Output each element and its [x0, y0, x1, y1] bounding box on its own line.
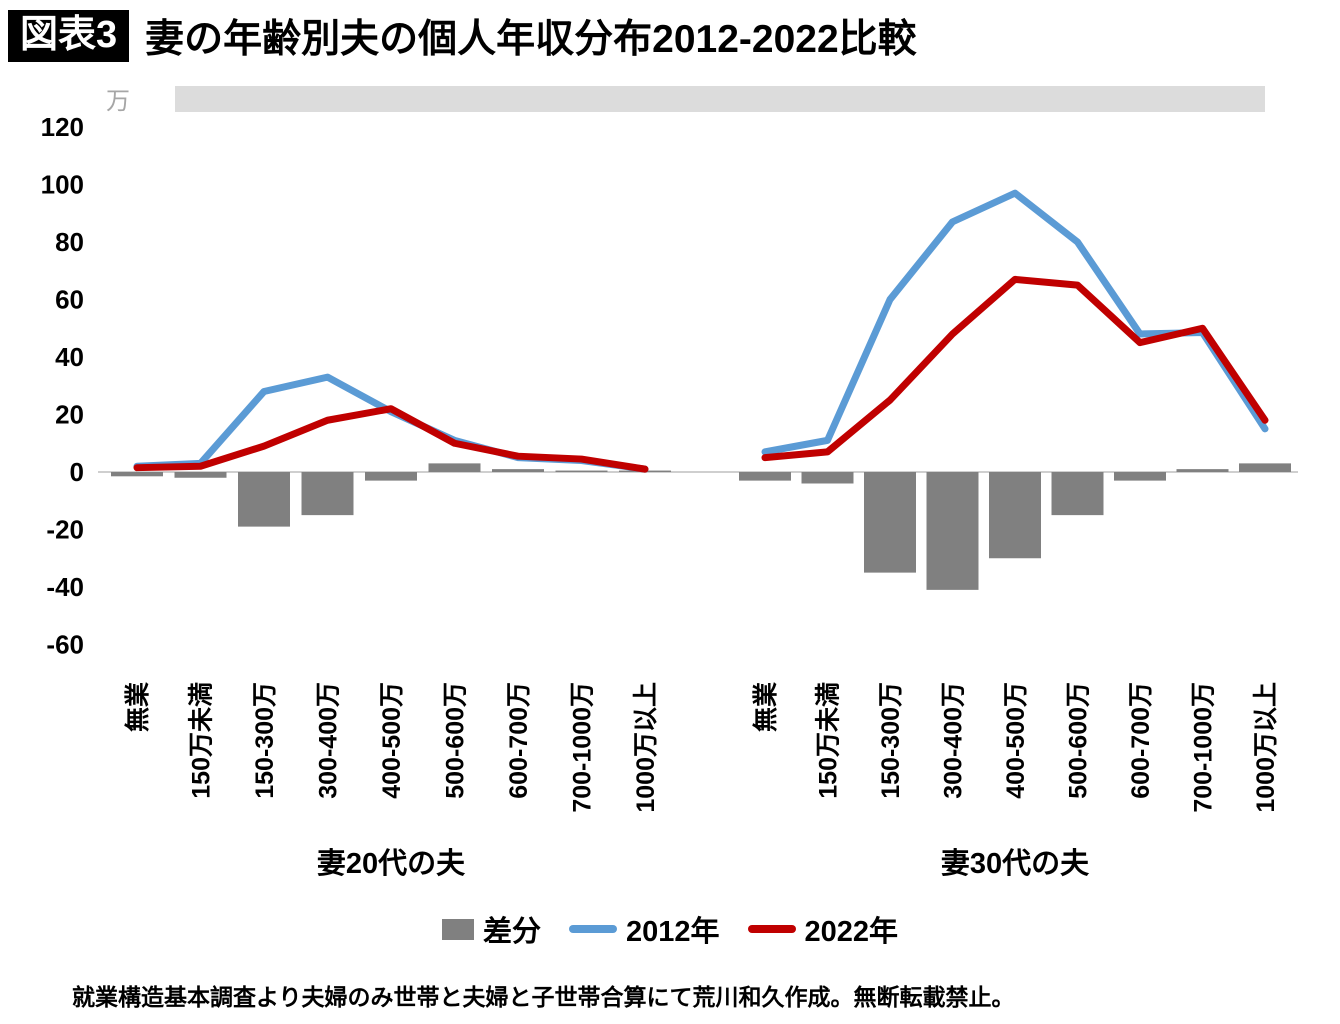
chart-header: 図表3 妻の年齢別夫の個人年収分布2012-2022比較	[8, 8, 917, 64]
diff-bar	[301, 472, 354, 516]
x-category-label: 無業	[123, 682, 152, 732]
line-y2022	[761, 275, 1269, 462]
x-category-label: 400-500万	[378, 682, 406, 799]
diff-bar	[492, 469, 544, 472]
y-tick-label: 20	[55, 400, 84, 430]
diff-bar	[365, 472, 417, 481]
x-category-label: 600-700万	[1127, 682, 1155, 799]
y-tick-label: 0	[70, 457, 84, 487]
x-category-label: 700-1000万	[1190, 682, 1218, 813]
y-axis-unit-label: 万	[106, 88, 130, 115]
diff-bar	[1239, 463, 1291, 472]
diff-bar	[1114, 472, 1166, 481]
line-y2012	[761, 189, 1269, 456]
source-note: 就業構造基本調査より夫婦のみ世帯と夫婦と子世帯合算にて荒川和久作成。無断転載禁止…	[72, 984, 1015, 1010]
legend-label-diff: 差分	[482, 916, 541, 948]
diff-bar	[1051, 472, 1104, 516]
diff-bar	[238, 472, 290, 527]
legend-swatch-diff	[441, 918, 474, 940]
y-tick-label: 120	[41, 112, 84, 142]
diff-bar	[1176, 469, 1229, 472]
diff-bar	[801, 472, 854, 484]
x-category-label: 1000万以上	[1252, 682, 1280, 813]
income-distribution-chart: 万 120 100 80 60 40 20 0 -20 -40 -60 無業 150万未満 150-300…	[41, 86, 1298, 880]
x-category-label: 400-500万	[1002, 682, 1030, 799]
x-category-label: 150-300万	[251, 682, 279, 799]
figure-badge: 図表3	[8, 10, 130, 62]
y-tick-label: -60	[46, 630, 84, 660]
legend-label-2022: 2022年	[804, 916, 899, 948]
x-category-label: 500-600万	[442, 682, 470, 799]
x-category-label: 150万未満	[815, 682, 843, 799]
y-tick-label: 60	[55, 285, 84, 315]
y-tick-label: 40	[55, 342, 84, 372]
x-category-label: 300-400万	[315, 682, 343, 799]
diff-bar	[555, 470, 608, 472]
diff-bar	[739, 472, 791, 481]
y-tick-label: -20	[46, 515, 84, 545]
page-title: 妻の年齢別夫の個人年収分布2012-2022比較	[145, 18, 917, 61]
legend-item-2012: 2012年	[568, 908, 720, 950]
panel-label: 妻30代の夫	[941, 847, 1090, 880]
panel-label: 妻20代の夫	[317, 847, 466, 880]
legend-label-2012: 2012年	[625, 916, 720, 948]
x-category-label: 300-400万	[940, 682, 968, 799]
x-category-label: 700-1000万	[569, 682, 597, 813]
x-category-label: 無業	[751, 682, 780, 732]
diff-bar	[428, 463, 481, 472]
top-strip	[175, 86, 1265, 112]
legend-item-2022: 2022年	[747, 908, 899, 950]
chart-legend: 差分 2012年 2022年	[0, 908, 1340, 950]
line-y2022	[133, 405, 649, 473]
x-category-label: 150-300万	[877, 682, 905, 799]
y-tick-label: 80	[55, 227, 84, 257]
diff-bar	[111, 472, 163, 477]
y-tick-label: 100	[41, 170, 84, 200]
legend-swatch-2022	[747, 925, 796, 933]
legend-swatch-2012	[568, 925, 617, 933]
diff-bar	[174, 472, 227, 478]
legend-item-diff: 差分	[441, 908, 541, 950]
x-category-label: 500-600万	[1065, 682, 1093, 799]
x-category-label: 600-700万	[505, 682, 533, 799]
x-category-label: 150万未満	[188, 682, 216, 799]
diff-bar	[989, 472, 1041, 559]
diff-bar	[926, 472, 979, 590]
diff-bar	[864, 472, 916, 573]
x-category-label: 1000万以上	[632, 682, 660, 813]
y-tick-label: -40	[46, 572, 84, 602]
